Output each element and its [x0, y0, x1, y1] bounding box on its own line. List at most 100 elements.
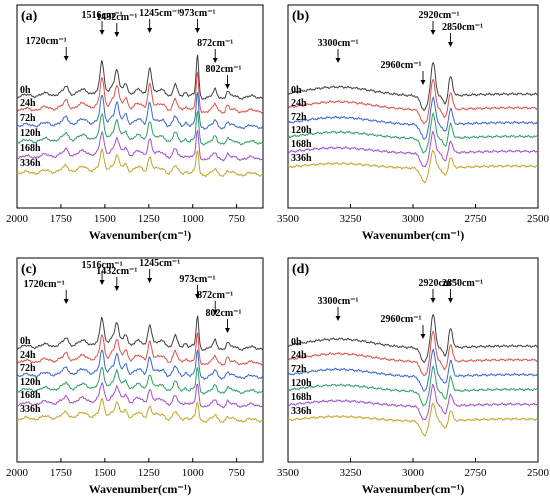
- series-line-168h: [16, 381, 264, 409]
- x-tick-label: 2500: [527, 213, 550, 225]
- panel-label: (d): [292, 262, 309, 277]
- series-line-120h: [287, 365, 539, 407]
- panel-a: (a) 2000 1750 1500 1250 1000 750 Wavenumber(cm⁻…: [6, 4, 264, 242]
- annotation-arrowhead: [114, 286, 120, 291]
- peak-annotation: 872cm⁻¹: [197, 38, 233, 49]
- peak-annotation: 2960cm⁻¹: [380, 60, 421, 71]
- peak-annotation: 973cm⁻¹: [179, 8, 215, 19]
- peak-annotation: 1720cm⁻¹: [24, 279, 65, 290]
- plot-frame: [16, 257, 264, 463]
- plot-frame: [16, 4, 264, 209]
- panel-label: (c): [21, 262, 37, 277]
- peak-annotation: 802cm⁻¹: [205, 64, 241, 75]
- x-tick-label: 1500: [94, 213, 117, 225]
- x-tick-label: 3000: [402, 213, 425, 225]
- series-label: 168h: [20, 143, 41, 154]
- x-tick-label: 2750: [465, 467, 488, 479]
- annotation-arrowhead: [147, 28, 153, 33]
- x-tick-label: 1500: [94, 467, 117, 479]
- x-tick-label: 2750: [465, 213, 488, 225]
- series-line-24h: [16, 332, 264, 366]
- x-tick-label: 750: [228, 213, 245, 225]
- peak-annotation: 2850cm⁻¹: [442, 278, 483, 289]
- series-line-168h: [16, 129, 264, 162]
- x-tick-label: 1000: [182, 467, 205, 479]
- series-label: 0h: [291, 337, 302, 348]
- series-line-120h: [16, 366, 264, 395]
- x-tick-label: 750: [228, 467, 245, 479]
- x-tick-label: 2500: [527, 467, 550, 479]
- series-line-72h: [287, 348, 539, 392]
- annotation-arrowhead: [63, 56, 69, 61]
- x-axis-label: Wavenumber(cm⁻¹): [89, 228, 192, 242]
- series-label: 120h: [291, 125, 312, 136]
- annotation-arrowhead: [225, 84, 231, 89]
- x-tick-label: 3500: [277, 467, 300, 479]
- series-label: 24h: [291, 98, 307, 109]
- series-label: 72h: [20, 363, 36, 374]
- series-label: 72h: [291, 112, 307, 123]
- x-tick-label: 1000: [182, 213, 205, 225]
- annotation-arrowhead: [212, 310, 218, 315]
- series-line-120h: [287, 112, 539, 154]
- series-label: 336h: [20, 404, 41, 415]
- peak-annotation: 3300cm⁻¹: [317, 38, 358, 49]
- series-line-72h: [16, 92, 264, 130]
- series-label: 120h: [291, 378, 312, 389]
- series-line-24h: [287, 330, 539, 377]
- annotation-arrowhead: [99, 280, 105, 285]
- series-line-120h: [16, 109, 264, 146]
- panel-label: (a): [21, 9, 38, 24]
- series-line-0h: [16, 315, 264, 352]
- series-line-168h: [287, 131, 539, 168]
- x-tick-label: 1750: [50, 467, 73, 479]
- series-label: 120h: [20, 377, 41, 388]
- annotation-arrowhead: [194, 28, 200, 33]
- peak-annotation: 2920cm⁻¹: [418, 10, 459, 21]
- x-tick-label: 3250: [340, 467, 363, 479]
- x-axis-label: Wavenumber(cm⁻¹): [362, 482, 465, 496]
- x-tick-label: 1250: [138, 467, 161, 479]
- peak-annotation: 1432cm⁻¹: [96, 12, 137, 23]
- peak-annotation: 1720cm⁻¹: [26, 36, 67, 47]
- annotation-arrowhead: [420, 334, 426, 339]
- series-label: 0h: [20, 85, 31, 96]
- series-line-336h: [287, 402, 539, 437]
- x-tick-label: 2000: [6, 467, 29, 479]
- x-tick-label: 2000: [6, 213, 29, 225]
- series-label: 120h: [20, 128, 41, 139]
- x-tick-label: 3500: [277, 213, 300, 225]
- x-tick-label: 1250: [138, 213, 161, 225]
- annotation-arrowhead: [430, 30, 436, 35]
- panel-d: (d) 3500 3250 3000 2750 2500 Wavenumber(cm⁻¹) 0…: [277, 257, 550, 496]
- x-tick-label: 3000: [402, 467, 425, 479]
- peak-annotation: 872cm⁻¹: [197, 290, 233, 301]
- peak-annotation: 2850cm⁻¹: [442, 22, 483, 33]
- x-axis-label: Wavenumber(cm⁻¹): [362, 228, 465, 242]
- annotation-arrowhead: [448, 298, 453, 303]
- series-line-168h: [287, 384, 539, 421]
- peak-annotation: 1516cm⁻¹: [82, 260, 123, 271]
- annotation-arrowhead: [63, 299, 69, 304]
- annotation-arrowhead: [194, 294, 200, 299]
- plot-frame: [287, 257, 539, 463]
- peak-annotation: 973cm⁻¹: [179, 274, 215, 285]
- peak-annotation: 1245cm⁻¹: [139, 258, 180, 269]
- peak-annotation: 1516cm⁻¹: [82, 10, 123, 21]
- series-line-336h: [287, 149, 539, 184]
- series-label: 336h: [291, 406, 312, 417]
- series-label: 24h: [20, 350, 36, 361]
- annotation-arrowhead: [225, 328, 231, 333]
- series-label: 168h: [20, 390, 41, 401]
- series-line-0h: [287, 61, 539, 111]
- annotation-arrowhead: [147, 278, 153, 283]
- series-line-336h: [16, 397, 264, 424]
- x-axis-label: Wavenumber(cm⁻¹): [89, 482, 192, 496]
- peak-annotation: 802cm⁻¹: [205, 308, 241, 319]
- panel-b: (b) 3500 3250 3000 2750 2500 Wavenumber(cm⁻¹) 0…: [277, 4, 550, 242]
- peak-annotation: 2920cm⁻¹: [418, 278, 459, 289]
- series-line-24h: [16, 71, 264, 114]
- series-line-336h: [16, 148, 264, 178]
- panel-c: (c) 2000 1750 1500 1250 1000 750 Wavenumber(cm⁻…: [6, 257, 264, 496]
